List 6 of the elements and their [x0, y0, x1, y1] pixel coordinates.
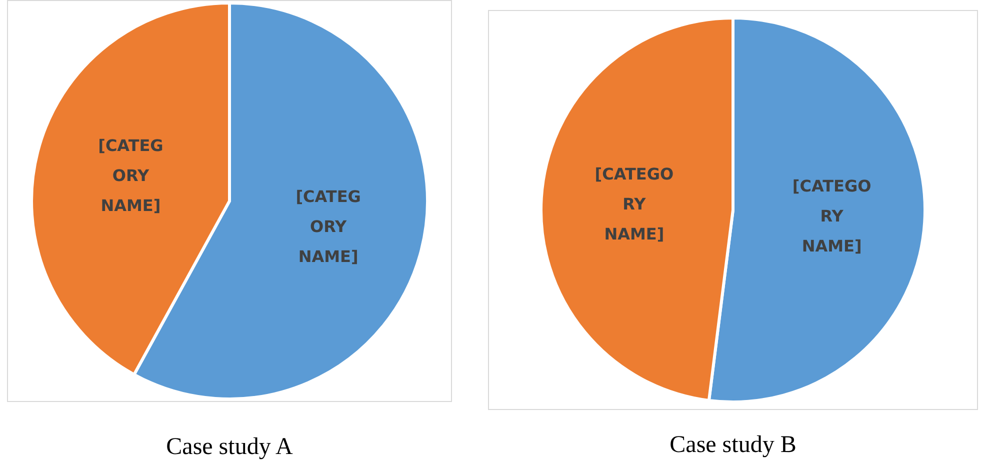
text: Case study B [670, 432, 796, 459]
slice-label: [CATEGO RY NAME] [792, 176, 872, 256]
slice-label: [CATEG ORY NAME] [98, 136, 164, 216]
slice-label: [CATEG ORY NAME] [296, 186, 361, 266]
text: Case study A [166, 434, 293, 461]
slice-label: [CATEGO RY NAME] [594, 164, 674, 244]
